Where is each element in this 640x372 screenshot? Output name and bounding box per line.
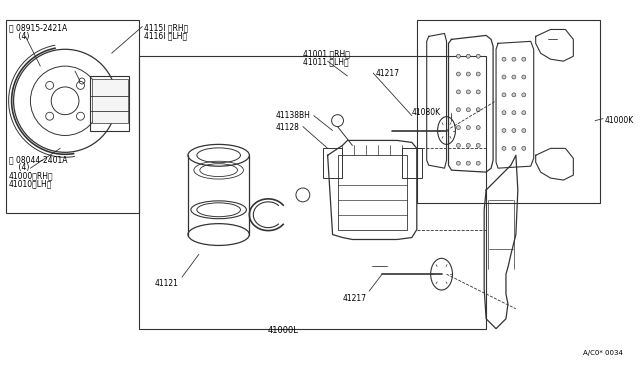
Text: 41000K: 41000K [605, 116, 634, 125]
Circle shape [456, 54, 460, 58]
Circle shape [467, 126, 470, 129]
Circle shape [467, 54, 470, 58]
Text: Ⓦ 08915-2421A: Ⓦ 08915-2421A [8, 23, 67, 32]
Circle shape [502, 93, 506, 97]
Text: 41080K: 41080K [412, 108, 441, 117]
Circle shape [512, 146, 516, 150]
Bar [337, 155, 407, 230]
Circle shape [456, 143, 460, 147]
Circle shape [512, 57, 516, 61]
Text: A/C0* 0034: A/C0* 0034 [583, 350, 623, 356]
Circle shape [522, 129, 526, 132]
Circle shape [467, 90, 470, 94]
Text: 41000〈RH〉: 41000〈RH〉 [8, 171, 53, 180]
Text: 41001 〈RH〉: 41001 〈RH〉 [303, 49, 349, 58]
Text: 41121: 41121 [154, 279, 178, 288]
Circle shape [476, 54, 480, 58]
Circle shape [512, 129, 516, 132]
Text: 4116l 〈LH〉: 4116l 〈LH〉 [145, 32, 188, 41]
Bar [323, 148, 342, 178]
Circle shape [476, 126, 480, 129]
Circle shape [512, 75, 516, 79]
Circle shape [512, 111, 516, 115]
Bar [6, 20, 140, 213]
Circle shape [502, 129, 506, 132]
Circle shape [456, 90, 460, 94]
Text: 41011 〈LH〉: 41011 〈LH〉 [303, 57, 349, 66]
Circle shape [467, 108, 470, 112]
Circle shape [502, 75, 506, 79]
Circle shape [476, 143, 480, 147]
Bar [92, 79, 127, 123]
Text: Ⓑ 08044-2401A: Ⓑ 08044-2401A [8, 155, 67, 164]
Text: 41010〈LH〉: 41010〈LH〉 [8, 179, 52, 188]
Text: 41217: 41217 [342, 294, 367, 303]
Circle shape [467, 72, 470, 76]
Bar [417, 20, 600, 203]
Circle shape [522, 111, 526, 115]
Circle shape [502, 57, 506, 61]
Text: 4115l 〈RH〉: 4115l 〈RH〉 [145, 23, 189, 32]
Text: 41128: 41128 [276, 123, 300, 132]
Circle shape [467, 143, 470, 147]
Circle shape [456, 126, 460, 129]
Circle shape [476, 161, 480, 165]
Text: (4): (4) [8, 163, 29, 172]
Circle shape [522, 57, 526, 61]
Bar [140, 56, 486, 329]
Circle shape [476, 90, 480, 94]
Text: 41138BH: 41138BH [276, 111, 311, 120]
Circle shape [502, 146, 506, 150]
Circle shape [522, 75, 526, 79]
Text: 41000L: 41000L [268, 326, 298, 335]
Circle shape [456, 72, 460, 76]
Circle shape [522, 146, 526, 150]
Circle shape [456, 108, 460, 112]
Circle shape [476, 72, 480, 76]
Bar [402, 148, 422, 178]
Circle shape [502, 111, 506, 115]
Bar [90, 76, 129, 131]
Text: 41217: 41217 [375, 69, 399, 78]
Circle shape [512, 93, 516, 97]
Circle shape [467, 161, 470, 165]
Circle shape [476, 108, 480, 112]
Circle shape [456, 161, 460, 165]
Text: (4): (4) [8, 32, 29, 41]
Circle shape [522, 93, 526, 97]
